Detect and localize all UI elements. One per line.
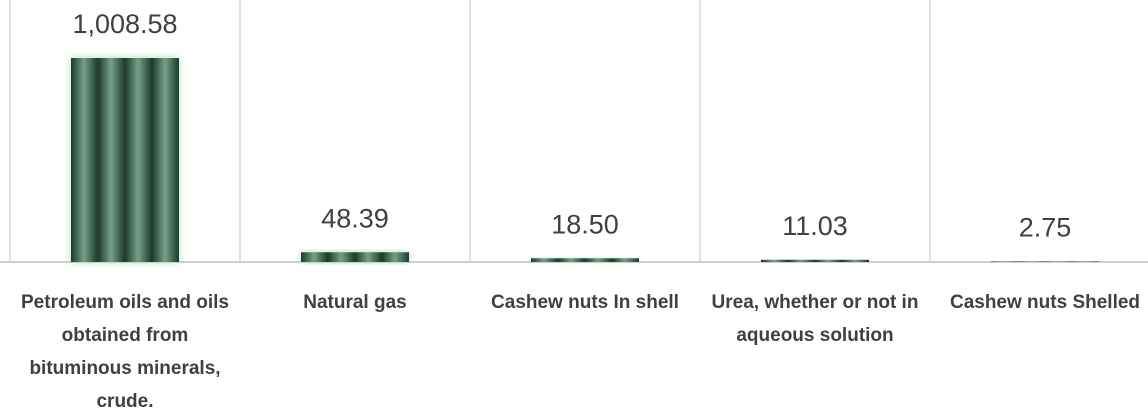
value-label: 18.50 [551,209,619,239]
bar [301,252,409,262]
value-label: 11.03 [782,211,848,241]
category-label: Natural gas [303,292,407,313]
category-label: Urea, whether or not in aqueous solution [711,292,919,346]
bar [531,258,639,262]
bar [71,58,179,262]
bar [991,261,1099,262]
bar [761,259,869,262]
category-label: Cashew nuts Shelled [949,292,1141,313]
value-label: 1,008.58 [72,9,177,39]
category-label: Petroleum oils and oils obtained from bi… [21,292,229,412]
value-label: 48.39 [321,203,389,233]
value-label: 2.75 [1019,213,1072,243]
category-label: Cashew nuts In shell [491,292,679,313]
